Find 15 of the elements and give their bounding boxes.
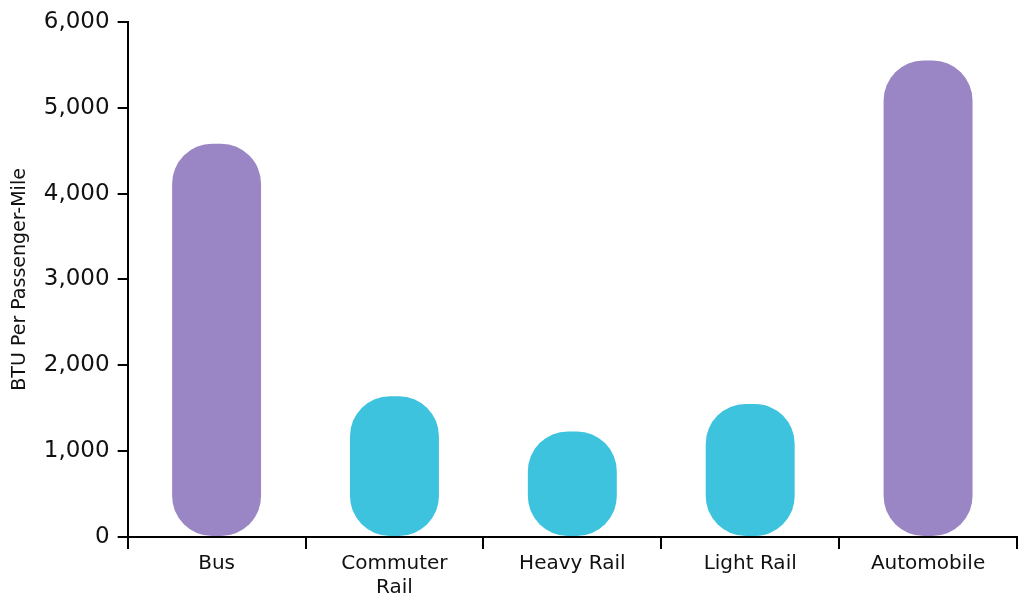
bar — [883, 60, 973, 536]
bar — [172, 143, 262, 536]
y-tick-label: 6,000 — [43, 6, 110, 33]
x-tick-label: Light Rail — [703, 550, 797, 575]
y-tick-label: 0 — [95, 521, 110, 548]
y-tick-label: 4,000 — [43, 178, 110, 205]
x-tick-label: Bus — [198, 550, 235, 575]
x-tick-label: Commuter Rail — [341, 550, 449, 599]
y-tick-label: 5,000 — [43, 92, 110, 119]
y-axis-title: BTU Per Passenger-Mile — [7, 168, 30, 391]
y-tick-label: 3,000 — [43, 264, 110, 291]
y-tick-label: 2,000 — [43, 350, 110, 377]
x-tick-label: Heavy Rail — [519, 550, 626, 575]
y-tick-label: 1,000 — [43, 436, 110, 463]
x-tick-label: Automobile — [870, 550, 986, 575]
